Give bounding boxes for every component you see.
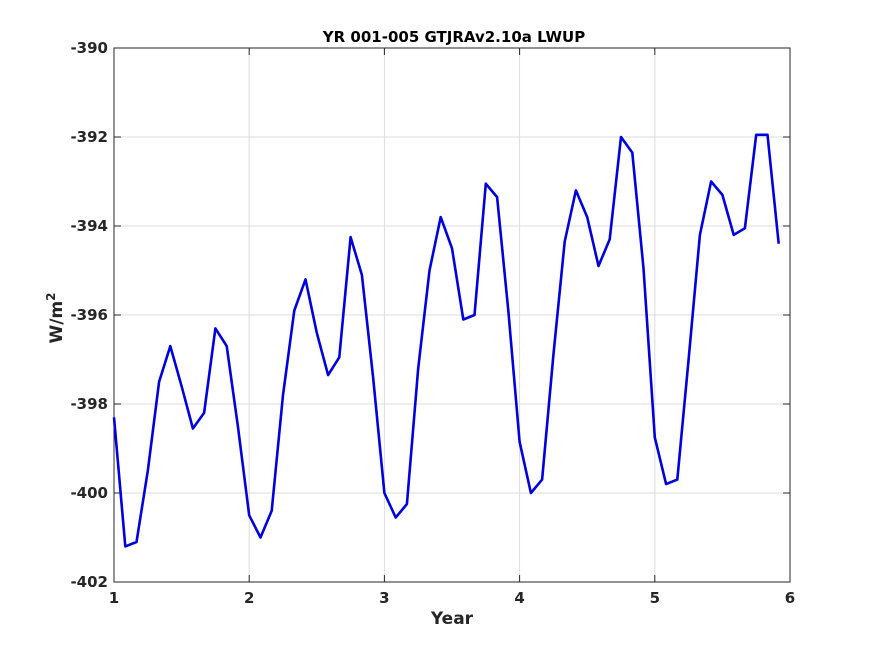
y-tick-label: -402 [70,573,108,591]
x-tick-label: 3 [379,589,389,607]
y-tick-label: -392 [70,128,108,146]
series-group [112,133,780,548]
y-tick-label: -390 [70,39,108,57]
y-axis-label-superscript: 2 [44,292,58,300]
x-tick-label: 4 [514,589,524,607]
x-tick-label: 2 [244,589,254,607]
series-line [112,133,780,548]
y-axis-label-base: W/m [47,301,67,344]
x-tick-label: 5 [650,589,660,607]
grid-lines [113,47,791,583]
axis-ticks [113,47,791,583]
y-tick-label: -394 [70,217,108,235]
y-tick-label: -398 [70,395,108,413]
y-tick-labels: -402 -400 -398 -396 -394 -392 -390 [70,39,108,591]
x-tick-label: 6 [785,589,795,607]
x-tick-labels: 1 2 3 4 5 6 [109,589,795,607]
y-tick-label: -396 [70,306,108,324]
y-axis-label: W/m2 [44,292,67,343]
y-tick-label: -400 [70,484,108,502]
x-axis-label: Year [430,609,474,629]
chart-title: YR 001-005 GTJRAv2.10a LWUP [322,28,585,46]
x-tick-label: 1 [109,589,119,607]
